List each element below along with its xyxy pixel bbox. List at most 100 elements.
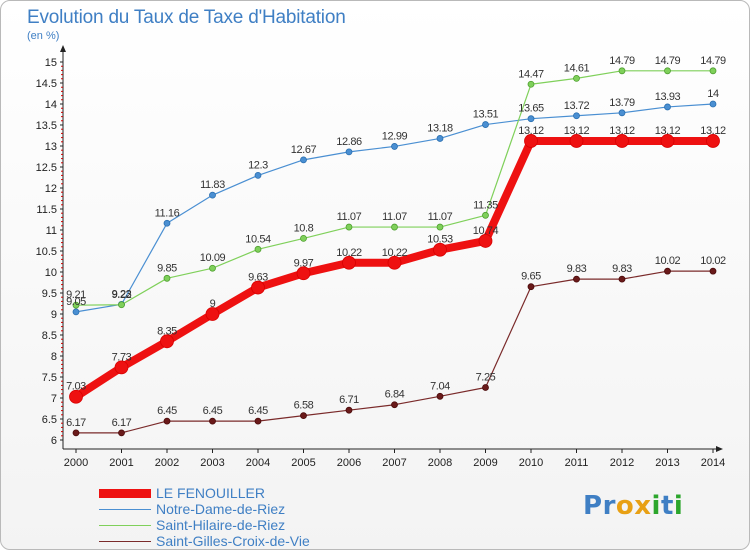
data-label-le-fenouiller: 13.12 xyxy=(655,125,681,137)
data-point-notre-dame-de-riez xyxy=(436,135,444,142)
logo-letter: r xyxy=(602,491,616,521)
data-point-le-fenouiller xyxy=(205,307,220,321)
data-point-notre-dame-de-riez xyxy=(209,191,216,199)
data-label-notre-dame-de-riez: 13.51 xyxy=(473,109,499,121)
data-point-saint-gilles-croix-de-vie xyxy=(345,406,353,414)
data-label-saint-gilles-croix-de-vie: 6.45 xyxy=(248,405,268,417)
data-point-le-fenouiller xyxy=(387,255,402,270)
x-tick-label: 2006 xyxy=(337,457,361,469)
data-point-saint-gilles-croix-de-vie xyxy=(709,267,717,275)
data-label-saint-hilaire-de-riez: 14.47 xyxy=(518,68,544,80)
x-tick-label: 2001 xyxy=(109,457,133,469)
x-tick-label: 2007 xyxy=(382,457,406,469)
data-label-saint-hilaire-de-riez: 14.79 xyxy=(700,55,726,67)
legend-label: Notre-Dame-de-Riez xyxy=(156,501,286,517)
data-label-notre-dame-de-riez: 12.3 xyxy=(248,159,268,171)
data-point-saint-gilles-croix-de-vie xyxy=(391,401,398,409)
data-label-saint-hilaire-de-riez: 11.07 xyxy=(428,211,453,223)
data-point-saint-hilaire-de-riez xyxy=(209,264,216,272)
x-tick-label: 2009 xyxy=(473,457,497,469)
data-label-saint-hilaire-de-riez: 9.22 xyxy=(112,289,132,301)
data-label-saint-hilaire-de-riez: 14.61 xyxy=(564,62,590,74)
y-tick-label: 11.5 xyxy=(36,204,57,216)
data-label-saint-gilles-croix-de-vie: 9.83 xyxy=(612,263,632,275)
y-tick-label: 6.5 xyxy=(42,414,57,426)
y-tick-label: 10 xyxy=(45,267,57,279)
data-label-saint-gilles-croix-de-vie: 7.04 xyxy=(430,380,450,392)
data-point-saint-gilles-croix-de-vie xyxy=(482,384,489,391)
data-point-le-fenouiller xyxy=(433,242,447,257)
data-label-saint-hilaire-de-riez: 9.85 xyxy=(157,262,177,274)
data-point-saint-gilles-croix-de-vie xyxy=(118,429,125,437)
data-point-saint-hilaire-de-riez xyxy=(163,274,171,282)
data-label-saint-gilles-croix-de-vie: 10.02 xyxy=(700,255,726,267)
y-tick-label: 7 xyxy=(51,393,57,405)
data-label-saint-hilaire-de-riez: 11.35 xyxy=(473,199,498,211)
legend-swatch xyxy=(99,489,151,498)
data-point-notre-dame-de-riez xyxy=(709,100,717,108)
data-label-notre-dame-de-riez: 11.83 xyxy=(200,179,225,191)
y-tick-label: 12 xyxy=(45,183,57,195)
x-tick-label: 2003 xyxy=(200,457,224,469)
data-label-le-fenouiller: 7.73 xyxy=(112,351,132,363)
logo-letter: x xyxy=(634,491,652,521)
data-label-notre-dame-de-riez: 13.79 xyxy=(609,97,635,109)
legend-label: Saint-Hilaire-de-Riez xyxy=(156,517,286,533)
data-point-saint-hilaire-de-riez xyxy=(664,67,671,75)
data-point-notre-dame-de-riez xyxy=(391,143,398,150)
y-tick-label: 9.5 xyxy=(42,288,57,300)
y-tick-label: 6 xyxy=(51,435,57,447)
data-label-notre-dame-de-riez: 12.86 xyxy=(336,136,362,148)
logo-letter: P xyxy=(583,491,603,521)
data-label-notre-dame-de-riez: 12.67 xyxy=(291,144,317,156)
x-tick-label: 2000 xyxy=(64,457,88,469)
data-point-saint-hilaire-de-riez xyxy=(573,74,580,82)
data-point-le-fenouiller xyxy=(569,134,584,148)
data-point-le-fenouiller xyxy=(296,266,311,281)
data-label-le-fenouiller: 9.63 xyxy=(248,272,268,284)
data-point-le-fenouiller xyxy=(114,360,129,375)
data-label-notre-dame-de-riez: 9.05 xyxy=(66,296,86,308)
data-point-saint-hilaire-de-riez xyxy=(618,67,626,75)
data-point-le-fenouiller xyxy=(160,334,174,349)
data-point-le-fenouiller xyxy=(706,134,720,148)
data-point-saint-hilaire-de-riez xyxy=(482,211,489,219)
data-label-saint-gilles-croix-de-vie: 9.83 xyxy=(567,263,587,275)
data-point-saint-gilles-croix-de-vie xyxy=(254,417,262,425)
x-tick-label: 2013 xyxy=(655,457,679,469)
y-tick-label: 12.5 xyxy=(36,162,57,174)
x-axis-arrow xyxy=(716,446,723,452)
legend-swatch xyxy=(99,525,151,526)
data-label-le-fenouiller: 9 xyxy=(210,298,216,310)
data-label-le-fenouiller: 7.03 xyxy=(66,381,86,393)
legend-label: Saint-Gilles-Croix-de-Vie xyxy=(156,533,310,549)
data-label-saint-hilaire-de-riez: 14.79 xyxy=(609,55,635,67)
data-point-saint-gilles-croix-de-vie xyxy=(527,283,535,291)
logo-letter: t xyxy=(660,491,674,521)
y-tick-label: 9 xyxy=(51,309,57,321)
data-point-saint-hilaire-de-riez xyxy=(72,301,80,309)
y-axis-arrow xyxy=(60,45,66,52)
data-point-notre-dame-de-riez xyxy=(482,121,489,128)
data-point-notre-dame-de-riez xyxy=(573,112,580,120)
data-label-notre-dame-de-riez: 9.23 xyxy=(112,288,132,300)
y-tick-label: 7.5 xyxy=(42,372,57,384)
data-label-le-fenouiller: 10.22 xyxy=(382,247,408,259)
data-label-notre-dame-de-riez: 12.99 xyxy=(382,130,408,142)
data-label-saint-hilaire-de-riez: 11.07 xyxy=(337,211,362,223)
data-point-saint-hilaire-de-riez xyxy=(527,80,535,88)
data-point-saint-hilaire-de-riez xyxy=(345,223,353,231)
data-label-saint-hilaire-de-riez: 10.09 xyxy=(200,252,226,264)
logo-letter: o xyxy=(615,491,635,521)
y-tick-label: 13 xyxy=(45,141,57,153)
x-tick-label: 2002 xyxy=(155,457,179,469)
x-tick-label: 2014 xyxy=(701,457,725,469)
y-tick-label: 15 xyxy=(45,57,57,69)
legend-swatch xyxy=(99,509,151,510)
y-tick-label: 8.5 xyxy=(42,330,57,342)
data-point-notre-dame-de-riez xyxy=(527,115,535,123)
data-label-saint-hilaire-de-riez: 11.07 xyxy=(382,211,407,223)
data-point-saint-gilles-croix-de-vie xyxy=(436,392,444,400)
data-label-notre-dame-de-riez: 13.65 xyxy=(518,103,544,115)
